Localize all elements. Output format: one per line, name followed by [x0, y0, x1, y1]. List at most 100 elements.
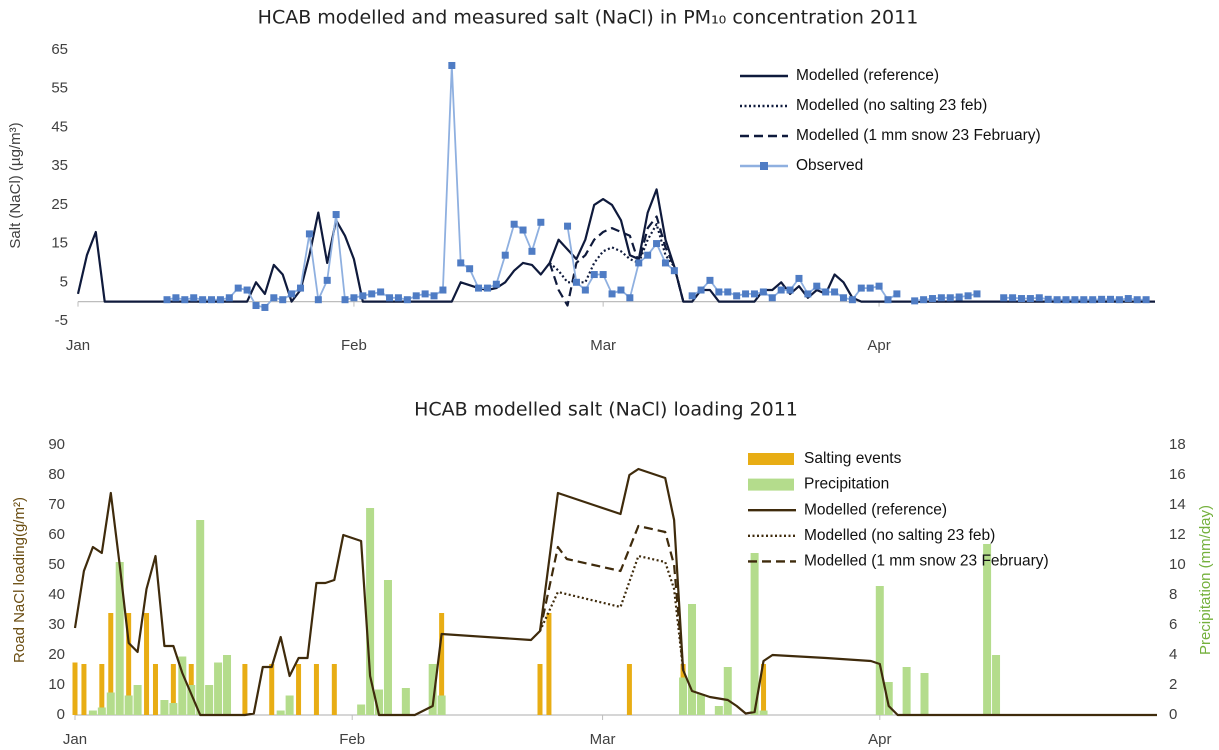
marker — [323, 276, 331, 284]
marker — [1133, 296, 1141, 304]
marker — [492, 280, 500, 288]
marker — [270, 294, 278, 302]
marker — [955, 293, 963, 301]
marker — [1062, 296, 1070, 304]
x-tick-label: Feb — [341, 337, 367, 354]
marker — [617, 286, 625, 294]
marker — [688, 292, 696, 300]
marker — [528, 247, 536, 255]
y2-tick-label: 16 — [1169, 466, 1186, 483]
marker — [439, 286, 447, 294]
bar — [626, 664, 632, 715]
marker — [475, 284, 483, 292]
bar — [439, 613, 445, 715]
x-tick-label: Apr — [868, 731, 891, 748]
marker — [1053, 296, 1061, 304]
marker — [350, 294, 358, 302]
marker — [759, 288, 767, 296]
marker — [715, 288, 723, 296]
marker — [608, 290, 616, 298]
marker — [581, 286, 589, 294]
marker — [768, 294, 776, 302]
line-series — [548, 215, 685, 307]
marker — [920, 296, 928, 304]
bar — [357, 704, 366, 715]
marker — [421, 290, 429, 298]
y-tick-label: 10 — [48, 676, 65, 693]
y-tick-label: 30 — [48, 616, 65, 633]
marker — [831, 288, 839, 296]
bar — [106, 692, 115, 715]
bar — [983, 544, 992, 715]
marker — [199, 296, 207, 304]
y2-tick-label: 18 — [1169, 436, 1186, 453]
marker — [279, 296, 287, 304]
marker — [243, 286, 251, 294]
x-tick-label: Mar — [590, 337, 616, 354]
bar — [97, 707, 106, 715]
y-tick-label: 55 — [51, 80, 68, 97]
bar — [759, 710, 768, 715]
marker — [1115, 296, 1123, 304]
marker — [430, 292, 438, 300]
marker — [928, 295, 936, 303]
bar — [115, 562, 124, 715]
y2-tick-label: 8 — [1169, 586, 1177, 603]
legend-label: Precipitation — [804, 476, 889, 493]
chart-title: HCAB modelled salt (NaCl) loading 2011 — [414, 399, 798, 421]
bar — [160, 700, 169, 715]
marker — [510, 220, 518, 228]
marker — [297, 284, 305, 292]
bar — [88, 710, 97, 715]
bar — [546, 613, 552, 715]
marker — [1044, 295, 1052, 303]
bar — [81, 664, 87, 715]
y-axis-label: Road NaCl loading(g/m²) — [11, 497, 28, 663]
line-series — [539, 554, 685, 671]
y2-tick-label: 6 — [1169, 616, 1177, 633]
bar — [296, 664, 302, 715]
marker — [163, 296, 171, 304]
marker — [697, 286, 705, 294]
marker — [875, 282, 883, 290]
marker — [261, 303, 269, 311]
marker — [661, 259, 669, 267]
bar — [437, 695, 446, 715]
bar — [126, 613, 132, 715]
y2-tick-label: 14 — [1169, 496, 1186, 513]
bar — [366, 508, 375, 715]
x-tick-label: Mar — [590, 731, 616, 748]
x-tick-label: Apr — [867, 337, 890, 354]
marker — [457, 259, 465, 267]
marker — [795, 274, 803, 282]
bar — [401, 688, 410, 715]
marker — [305, 230, 313, 238]
marker — [341, 296, 349, 304]
marker — [172, 294, 180, 302]
marker — [822, 288, 830, 296]
bar — [187, 685, 196, 715]
legend-label: Modelled (1 mm snow 23 February) — [804, 552, 1049, 569]
marker — [448, 61, 456, 69]
line-series — [538, 524, 685, 671]
bar — [276, 710, 285, 715]
marker — [386, 294, 394, 302]
y-tick-label: 45 — [51, 118, 68, 135]
marker — [1000, 294, 1008, 302]
marker — [884, 296, 892, 304]
marker — [813, 282, 821, 290]
marker — [225, 294, 233, 302]
marker — [626, 294, 634, 302]
y2-tick-label: 10 — [1169, 556, 1186, 573]
marker — [804, 290, 812, 298]
marker — [973, 290, 981, 298]
marker — [572, 278, 580, 286]
marker — [252, 302, 260, 310]
bar — [313, 664, 319, 715]
legend-label: Observed — [796, 157, 863, 174]
marker — [1071, 296, 1079, 304]
marker — [412, 292, 420, 300]
marker — [359, 292, 367, 300]
bar — [331, 664, 337, 715]
